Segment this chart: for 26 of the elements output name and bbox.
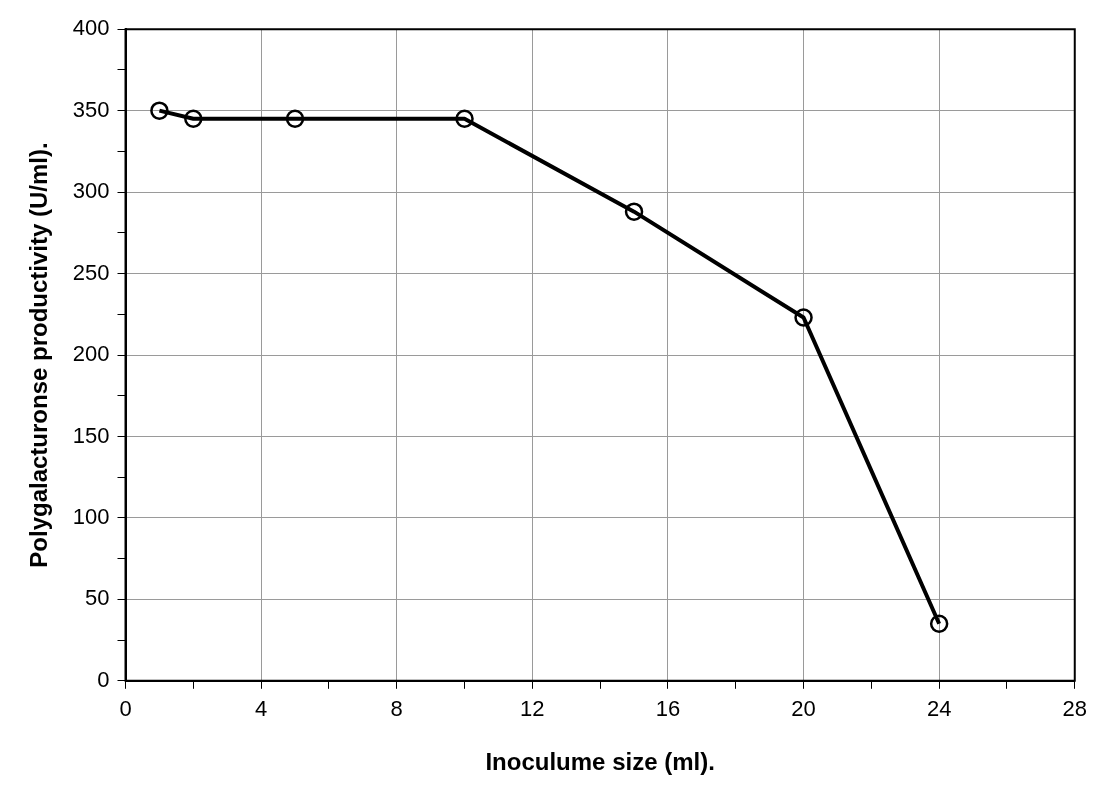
point <box>624 202 644 221</box>
y-tick-label: 150 <box>72 422 110 448</box>
point <box>184 109 203 129</box>
point <box>794 308 813 327</box>
x-tick-label: 20 <box>791 696 816 722</box>
y-tick-label: 50 <box>85 585 110 611</box>
x-tick-label: 16 <box>655 696 681 722</box>
x-tick-label: 12 <box>520 696 545 722</box>
y-tick-label: 400 <box>72 15 110 41</box>
y-tick-label: 300 <box>72 178 110 204</box>
x-tick-label: 8 <box>390 696 403 722</box>
y-tick-label: 350 <box>72 96 110 122</box>
x-tick-label: 28 <box>1062 696 1088 722</box>
point <box>285 109 305 129</box>
y-tick-label: 250 <box>72 259 110 285</box>
y-axis-title: Polygalacturonse productivity (U/ml). <box>25 142 53 568</box>
point <box>929 614 949 634</box>
point <box>150 101 169 120</box>
y-tick-label: 0 <box>97 666 110 692</box>
point <box>455 109 474 129</box>
x-tick-label: 4 <box>254 696 268 722</box>
x-tick-label: 0 <box>119 696 132 722</box>
x-axis-title: Inoculume size (ml). <box>485 748 715 776</box>
y-tick-label: 200 <box>72 341 110 367</box>
x-tick-label: 24 <box>926 696 952 722</box>
y-tick-label: 100 <box>72 503 110 529</box>
